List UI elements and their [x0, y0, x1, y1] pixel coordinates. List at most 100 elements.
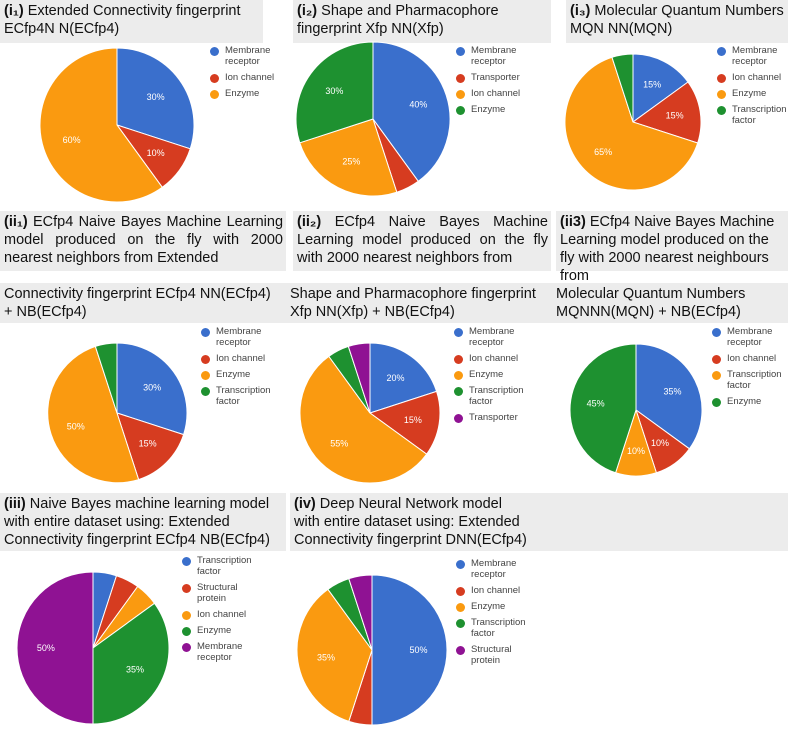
legend-iii: Transcription factor Structural protein Io…: [182, 555, 259, 668]
legend-swatch: [456, 646, 465, 655]
legend-swatch: [182, 557, 191, 566]
legend-item-i3-membrane-receptor: Membrane receptor: [717, 45, 788, 67]
legend-swatch: [456, 587, 465, 596]
legend-item-ii1-ion-channel: Ion channel: [201, 353, 278, 364]
legend-swatch: [201, 371, 210, 380]
legend-swatch: [454, 387, 463, 396]
legend-item-ii1-enzyme: Enzyme: [201, 369, 278, 380]
legend-label: Enzyme: [197, 625, 232, 636]
legend-swatch: [456, 90, 465, 99]
pie-slice-i2-enzyme: [295, 41, 374, 144]
legend-label: Ion channel: [732, 72, 782, 83]
slice-label-ii3-membrane-receptor: 35%: [663, 386, 681, 396]
legend-item-ii1-membrane-receptor: Membrane receptor: [201, 326, 278, 348]
legend-swatch: [454, 328, 463, 337]
legend-swatch: [201, 355, 210, 364]
pie-slice-ii2-ion-channel: [368, 390, 441, 455]
legend-item-ii3-ion-channel: Ion channel: [712, 353, 788, 364]
pie-slice-ii1-enzyme: [47, 345, 140, 484]
slice-label-i2-ion-channel: 25%: [342, 157, 360, 167]
slice-label-ii3-transcription-factor: 10%: [627, 446, 645, 456]
legend-label: Transporter: [471, 72, 520, 83]
pie-slice-iv-membrane-receptor: [371, 574, 448, 726]
legend-label: Ion channel: [469, 353, 519, 364]
title-iii-text: Naive Bayes machine learning model with …: [4, 496, 270, 548]
legend-i1: Membrane receptor Ion channel Enzyme: [210, 45, 287, 104]
legend-label: Membrane receptor: [216, 326, 262, 348]
legend-label: Enzyme: [471, 104, 506, 115]
legend-label: Ion channel: [225, 72, 275, 83]
legend-item-i1-ion-channel: Ion channel: [210, 72, 287, 83]
legend-item-ii3-transcription-factor: Transcription factor: [712, 369, 788, 391]
legend-swatch: [717, 47, 726, 56]
pie-slice-ii1-membrane-receptor: [116, 342, 188, 436]
legend-swatch: [712, 355, 721, 364]
legend-item-i2-ion-channel: Ion channel: [456, 88, 533, 99]
legend-swatch: [456, 106, 465, 115]
legend-swatch: [456, 74, 465, 83]
legend-swatch: [201, 328, 210, 337]
slice-label-ii1-membrane-receptor: 30%: [143, 382, 161, 392]
title-ii1-text-a: ECfp4 Naive Bayes Machine Learning model…: [4, 214, 284, 266]
legend-label: Enzyme: [469, 369, 504, 380]
title-ii2-text-a: ECfp4 Naive Bayes Machine Learning model…: [297, 214, 548, 266]
legend-item-iv-ion-channel: Ion channel: [456, 585, 533, 596]
legend-label: Structural protein: [471, 644, 512, 666]
legend-item-ii1-transcription-factor: Transcription factor: [201, 385, 278, 407]
title-ii2-top: (ii₂) ECfp4 Naive Bayes Machine Learning…: [293, 211, 551, 271]
pie-slice-i2-ion-channel: [299, 118, 398, 197]
legend-item-iv-structural-protein: Structural protein: [456, 644, 533, 666]
pie-slice-ii1-transcription-factor: [94, 342, 118, 414]
title-ii2-text-b: Shape and Pharmacophore fingerprint Xfp …: [290, 286, 536, 320]
legend-i2: Membrane receptor Transporter Ion channel E…: [456, 45, 533, 120]
title-iii-label: (iii): [4, 496, 26, 512]
pie-slice-i1-enzyme: [39, 47, 163, 203]
legend-item-iii-transcription-factor: Transcription factor: [182, 555, 259, 577]
legend-label: Transcription factor: [216, 385, 271, 407]
legend-swatch: [182, 611, 191, 620]
title-ii2-bottom: Shape and Pharmacophore fingerprint Xfp …: [286, 283, 552, 323]
legend-item-ii3-membrane-receptor: Membrane receptor: [712, 326, 788, 348]
title-iv: (iv) Deep Neural Network model with enti…: [290, 493, 788, 551]
slice-label-ii1-enzyme: 50%: [67, 421, 85, 431]
pie-slice-ii3-enzyme: [569, 343, 637, 474]
legend-item-i1-enzyme: Enzyme: [210, 88, 287, 99]
slice-label-ii3-enzyme: 45%: [587, 399, 605, 409]
legend-label: Enzyme: [732, 88, 767, 99]
legend-label: Membrane receptor: [471, 558, 517, 580]
legend-swatch: [210, 47, 219, 56]
legend-swatch: [712, 398, 721, 407]
legend-item-iii-enzyme: Enzyme: [182, 625, 259, 636]
legend-label: Ion channel: [727, 353, 777, 364]
legend-item-i2-membrane-receptor: Membrane receptor: [456, 45, 533, 67]
legend-item-iii-structural-protein: Structural protein: [182, 582, 259, 604]
pie-slice-iv-structural-protein: [348, 574, 373, 651]
pie-slice-ii2-membrane-receptor: [369, 342, 438, 414]
legend-swatch: [201, 387, 210, 396]
legend-swatch: [456, 560, 465, 569]
pie-slice-iii-enzyme: [92, 602, 170, 725]
title-ii2-label: (ii₂): [297, 214, 322, 230]
title-i1-text: Extended Connectivity fingerprint ECfp4N…: [4, 3, 241, 37]
legend-item-i3-enzyme: Enzyme: [717, 88, 788, 99]
pie-slice-i2-membrane-receptor: [372, 41, 451, 182]
slice-label-i1-ion-channel: 10%: [147, 148, 165, 158]
legend-item-ii2-transcription-factor: Transcription factor: [454, 385, 531, 407]
pie-slice-ii3-membrane-receptor: [635, 343, 703, 450]
legend-item-ii2-ion-channel: Ion channel: [454, 353, 531, 364]
title-i2-label: (i₂): [297, 3, 318, 19]
title-i1-label: (i₁): [4, 3, 24, 19]
legend-swatch: [456, 47, 465, 56]
legend-label: Membrane receptor: [225, 45, 271, 67]
legend-swatch: [454, 414, 463, 423]
title-i3: (i₃) Molecular Quantum Numbers MQN NN(MQ…: [566, 0, 788, 43]
legend-i3: Membrane receptor Ion channel Enzyme Transc…: [717, 45, 788, 131]
legend-label: Enzyme: [216, 369, 251, 380]
legend-swatch: [210, 90, 219, 99]
legend-swatch: [717, 90, 726, 99]
